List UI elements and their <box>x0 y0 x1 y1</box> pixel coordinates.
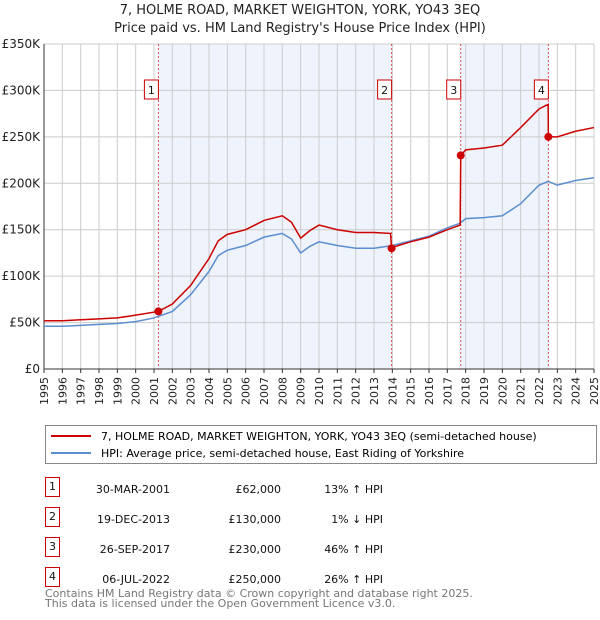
y-tick-label: £150K <box>2 223 42 237</box>
x-tick-label: 2019 <box>478 377 491 405</box>
legend-swatch-property <box>51 435 91 437</box>
x-tick-label: 1999 <box>111 377 124 405</box>
sale-label-box <box>143 79 159 100</box>
footer: Contains HM Land Registry data © Crown c… <box>45 587 473 610</box>
sale-date: 19-DEC-2013 <box>96 513 170 526</box>
x-tick-label: 2020 <box>496 377 509 405</box>
x-tick-label: 2009 <box>295 377 308 405</box>
x-tick-label: 2017 <box>441 377 454 405</box>
y-tick-label: £50K <box>9 316 41 330</box>
x-tick-label: 2021 <box>515 377 528 405</box>
x-tick-label: 2015 <box>405 377 418 405</box>
x-tick-label: 2005 <box>221 377 234 405</box>
y-tick-label: £250K <box>2 130 42 144</box>
property-price-line <box>44 103 595 322</box>
sale-label: 1 <box>148 84 155 97</box>
sale-label: 3 <box>450 84 457 97</box>
x-tick-label: 2024 <box>570 377 583 405</box>
sale-number: 1 <box>45 477 60 497</box>
sale-label: 2 <box>381 84 388 97</box>
sale-price: £130,000 <box>228 513 282 526</box>
x-tick-label: 2001 <box>148 377 161 405</box>
x-tick-label: 1997 <box>75 377 88 405</box>
sale-number: 4 <box>45 567 60 587</box>
price-chart: 1995 1996 1997 1998 1999 2000 2001 2002 2003 2004… <box>2 37 600 405</box>
sale-date: 30-MAR-2001 <box>95 483 170 496</box>
sale-point <box>544 132 553 141</box>
hpi-line <box>44 176 595 328</box>
x-tick-label: 2025 <box>588 377 600 405</box>
y-tick-label: £100K <box>2 269 42 283</box>
x-tick-label: 2002 <box>166 377 179 405</box>
sale-point <box>154 307 163 316</box>
sale-label-box <box>533 79 549 100</box>
sale-label-box <box>377 79 393 100</box>
y-tick-label: £350K <box>2 37 42 51</box>
x-tick-label: 2013 <box>368 377 381 405</box>
x-tick-label: 1998 <box>93 377 106 405</box>
sale-price: £62,000 <box>235 483 282 496</box>
x-tick-label: 2006 <box>240 377 253 405</box>
shaded-band <box>158 44 392 369</box>
sale-label-box <box>446 79 462 100</box>
x-tick-label: 2016 <box>423 377 436 405</box>
sale-price: £230,000 <box>228 543 282 556</box>
x-tick-label: 2007 <box>258 377 271 405</box>
x-tick-label: 2023 <box>551 377 564 405</box>
x-tick-label: 2014 <box>386 377 399 405</box>
sale-label: 4 <box>538 84 545 97</box>
x-tick-label: 2018 <box>460 377 473 405</box>
sale-hpi-diff: 26% ↑ HPI <box>324 573 383 586</box>
sale-number: 3 <box>45 537 60 557</box>
sale-point <box>387 244 396 253</box>
sale-hpi-diff: 1% ↓ HPI <box>331 513 383 526</box>
x-tick-label: 1996 <box>56 377 69 405</box>
x-tick-label: 2000 <box>130 377 143 405</box>
footer-line-1: Contains HM Land Registry data © Crown c… <box>45 587 473 600</box>
x-tick-label: 2008 <box>276 377 289 405</box>
sale-number: 2 <box>45 507 60 527</box>
x-tick-label: 2011 <box>331 377 344 405</box>
shaded-band <box>460 44 549 369</box>
x-tick-label: 2003 <box>185 377 198 405</box>
y-tick-label: £300K <box>2 83 42 97</box>
sale-hpi-diff: 13% ↑ HPI <box>324 483 383 496</box>
x-tick-label: 2012 <box>350 377 363 405</box>
y-tick-label: £0 <box>25 362 40 376</box>
x-tick-label: 2004 <box>203 377 216 405</box>
x-tick-label: 2010 <box>313 377 326 405</box>
sale-hpi-diff: 46% ↑ HPI <box>324 543 383 556</box>
x-tick-label: 1995 <box>38 377 51 405</box>
chart-title: 7, HOLME ROAD, MARKET WEIGHTON, YORK, YO… <box>119 3 481 18</box>
chart-subtitle: Price paid vs. HM Land Registry's House … <box>114 21 486 36</box>
legend-label-property: 7, HOLME ROAD, MARKET WEIGHTON, YORK, YO… <box>101 429 537 443</box>
footer-line-2: This data is licensed under the Open Gov… <box>45 597 396 610</box>
y-tick-label: £200K <box>2 176 42 190</box>
sale-price: £250,000 <box>228 573 282 586</box>
sale-date: 26-SEP-2017 <box>99 543 170 556</box>
legend-label-hpi: HPI: Average price, semi-detached house,… <box>101 446 465 460</box>
sale-point <box>456 151 465 160</box>
legend: 7, HOLME ROAD, MARKET WEIGHTON, YORK, YO… <box>45 425 597 464</box>
sale-date: 06-JUL-2022 <box>102 573 170 586</box>
x-tick-label: 2022 <box>533 377 546 405</box>
legend-swatch-hpi <box>51 452 91 454</box>
